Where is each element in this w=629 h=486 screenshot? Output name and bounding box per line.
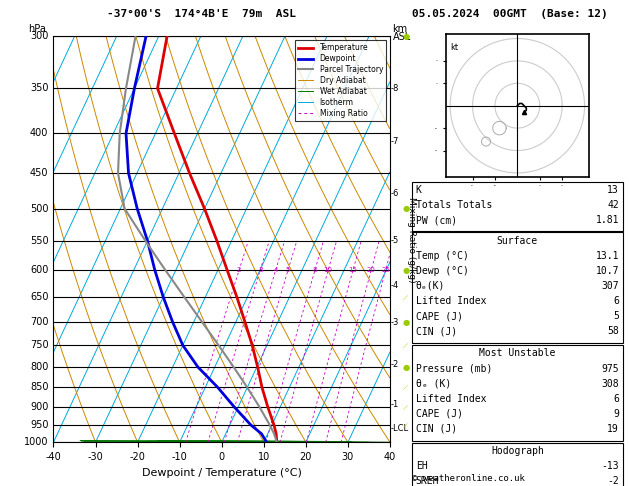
Text: PW (cm): PW (cm): [416, 215, 457, 226]
Text: Most Unstable: Most Unstable: [479, 348, 555, 359]
Text: θₑ (K): θₑ (K): [416, 379, 451, 389]
Text: 307: 307: [601, 281, 619, 291]
Text: 19: 19: [607, 424, 619, 434]
Text: SREH: SREH: [416, 476, 439, 486]
Text: 500: 500: [30, 204, 48, 214]
Text: ●: ●: [402, 363, 409, 372]
Text: km: km: [392, 24, 408, 34]
Text: Lifted Index: Lifted Index: [416, 296, 486, 306]
Text: -1: -1: [391, 400, 399, 409]
Text: EH: EH: [416, 461, 428, 471]
Text: 300: 300: [30, 32, 48, 41]
Text: CIN (J): CIN (J): [416, 326, 457, 336]
Text: 5: 5: [613, 311, 619, 321]
Text: CAPE (J): CAPE (J): [416, 311, 463, 321]
Text: 20: 20: [367, 267, 376, 273]
Text: 308: 308: [601, 379, 619, 389]
Text: 400: 400: [30, 128, 48, 139]
Text: 8: 8: [313, 267, 317, 273]
Text: -LCL: -LCL: [391, 424, 409, 433]
Text: -7: -7: [391, 137, 399, 146]
Text: Temp (°C): Temp (°C): [416, 251, 469, 261]
Text: —: —: [401, 383, 410, 392]
Text: -3: -3: [391, 317, 399, 327]
Text: Totals Totals: Totals Totals: [416, 200, 492, 210]
Text: θₑ(K): θₑ(K): [416, 281, 445, 291]
Text: —: —: [401, 420, 410, 430]
Text: 58: 58: [607, 326, 619, 336]
Text: 700: 700: [30, 317, 48, 327]
Text: -6: -6: [391, 189, 399, 198]
Text: Mixing Ratio (g/kg): Mixing Ratio (g/kg): [408, 196, 416, 282]
Text: Pressure (mb): Pressure (mb): [416, 364, 492, 374]
Text: 6: 6: [613, 296, 619, 306]
Text: 42: 42: [607, 200, 619, 210]
Text: 05.05.2024  00GMT  (Base: 12): 05.05.2024 00GMT (Base: 12): [412, 9, 608, 19]
Text: ●: ●: [402, 317, 409, 327]
Text: kt: kt: [450, 43, 459, 52]
Text: Dewp (°C): Dewp (°C): [416, 266, 469, 276]
Text: hPa: hPa: [28, 24, 46, 34]
Text: ●: ●: [402, 265, 409, 275]
Text: 2: 2: [237, 267, 242, 273]
Text: -13: -13: [601, 461, 619, 471]
Text: 900: 900: [30, 402, 48, 412]
Text: 25: 25: [381, 267, 390, 273]
Legend: Temperature, Dewpoint, Parcel Trajectory, Dry Adiabat, Wet Adiabat, Isotherm, Mi: Temperature, Dewpoint, Parcel Trajectory…: [295, 40, 386, 121]
Text: Lifted Index: Lifted Index: [416, 394, 486, 404]
Text: -4: -4: [391, 281, 399, 290]
Text: -2: -2: [607, 476, 619, 486]
Text: —: —: [401, 402, 410, 411]
Text: K: K: [416, 185, 421, 195]
Text: 13.1: 13.1: [596, 251, 619, 261]
Text: 9: 9: [613, 409, 619, 419]
Text: 550: 550: [30, 236, 48, 246]
Text: -2: -2: [391, 361, 399, 369]
Text: 600: 600: [30, 265, 48, 275]
Text: ASL: ASL: [392, 32, 411, 42]
Text: ●: ●: [402, 32, 409, 41]
Text: 15: 15: [348, 267, 357, 273]
Text: 975: 975: [601, 364, 619, 374]
Text: 800: 800: [30, 362, 48, 372]
X-axis label: Dewpoint / Temperature (°C): Dewpoint / Temperature (°C): [142, 468, 302, 478]
Text: 350: 350: [30, 84, 48, 93]
Text: 1000: 1000: [24, 437, 48, 447]
Text: -8: -8: [391, 84, 399, 93]
Text: ●: ●: [402, 204, 409, 213]
Text: —: —: [401, 293, 410, 302]
Text: 650: 650: [30, 292, 48, 302]
Text: 10: 10: [324, 267, 333, 273]
Text: 5: 5: [286, 267, 290, 273]
Text: -5: -5: [391, 236, 399, 245]
Text: -37°00'S  174°4B'E  79m  ASL: -37°00'S 174°4B'E 79m ASL: [107, 9, 296, 19]
Text: CIN (J): CIN (J): [416, 424, 457, 434]
Text: © weatheronline.co.uk: © weatheronline.co.uk: [412, 474, 525, 483]
Text: 1.81: 1.81: [596, 215, 619, 226]
Text: 450: 450: [30, 168, 48, 178]
Text: CAPE (J): CAPE (J): [416, 409, 463, 419]
Text: 750: 750: [30, 340, 48, 350]
Text: —: —: [401, 363, 410, 372]
Text: 850: 850: [30, 382, 48, 393]
Text: 13: 13: [607, 185, 619, 195]
Text: —: —: [401, 341, 410, 350]
Text: 950: 950: [30, 420, 48, 430]
Text: Surface: Surface: [497, 236, 538, 246]
Text: 10.7: 10.7: [596, 266, 619, 276]
Text: Hodograph: Hodograph: [491, 446, 544, 456]
Text: 3: 3: [258, 267, 262, 273]
Text: —: —: [401, 317, 410, 327]
Text: 4: 4: [274, 267, 278, 273]
Text: 6: 6: [613, 394, 619, 404]
